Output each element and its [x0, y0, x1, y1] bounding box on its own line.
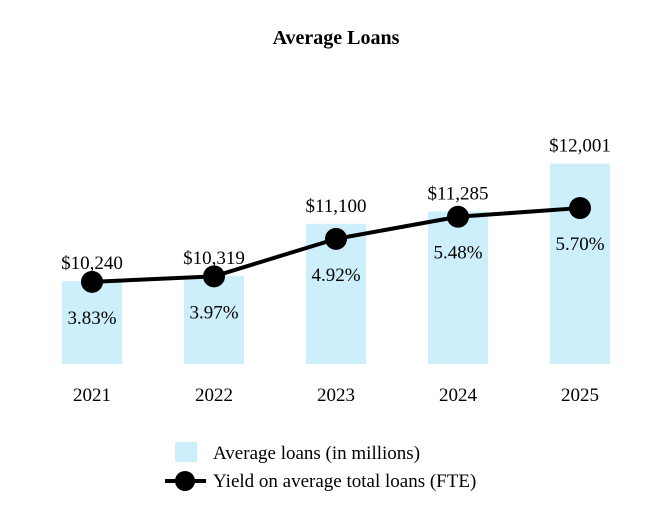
yield-line-series — [81, 197, 591, 293]
legend-line-marker — [175, 471, 195, 491]
bar-series — [62, 163, 610, 364]
bar-label-2025: $12,001 — [549, 136, 611, 157]
x-tick-2024: 2024 — [439, 385, 478, 406]
bar-label-2022: $10,319 — [183, 248, 245, 269]
legend-bar-label: Average loans (in millions) — [213, 443, 420, 464]
bar-2025 — [550, 163, 610, 364]
yield-label-2022: 3.97% — [189, 302, 238, 323]
bar-value-labels: $10,240 $10,319 $11,100 $11,285 $12,001 — [61, 136, 611, 275]
yield-label-2023: 4.92% — [311, 265, 360, 286]
yield-point-2025 — [569, 197, 591, 220]
yield-label-2024: 5.48% — [433, 243, 482, 264]
legend-bar-swatch — [175, 442, 197, 462]
bar-2022 — [184, 275, 244, 364]
yield-point-2023 — [325, 227, 347, 250]
legend-line-label: Yield on average total loans (FTE) — [213, 471, 476, 492]
bar-2024 — [428, 211, 488, 364]
yield-point-2021 — [81, 270, 103, 293]
bar-label-2024: $11,285 — [427, 183, 488, 204]
chart-title: Average Loans — [273, 27, 400, 49]
bar-label-2023: $11,100 — [305, 196, 366, 217]
bar-label-2021: $10,240 — [61, 253, 123, 274]
x-tick-2021: 2021 — [73, 385, 111, 406]
x-tick-2023: 2023 — [317, 385, 355, 406]
yield-label-2021: 3.83% — [67, 308, 116, 329]
yield-value-labels: 3.83% 3.97% 4.92% 5.48% 5.70% — [67, 234, 604, 329]
x-axis-tick-labels: 2021 2022 2023 2024 2025 — [73, 385, 599, 406]
x-tick-2022: 2022 — [195, 385, 233, 406]
yield-point-2024 — [447, 205, 469, 228]
x-tick-2025: 2025 — [561, 385, 599, 406]
yield-label-2025: 5.70% — [555, 234, 604, 255]
bar-2021 — [62, 281, 122, 364]
legend: Average loans (in millions) Yield on ave… — [165, 442, 476, 492]
yield-point-2022 — [203, 265, 225, 288]
